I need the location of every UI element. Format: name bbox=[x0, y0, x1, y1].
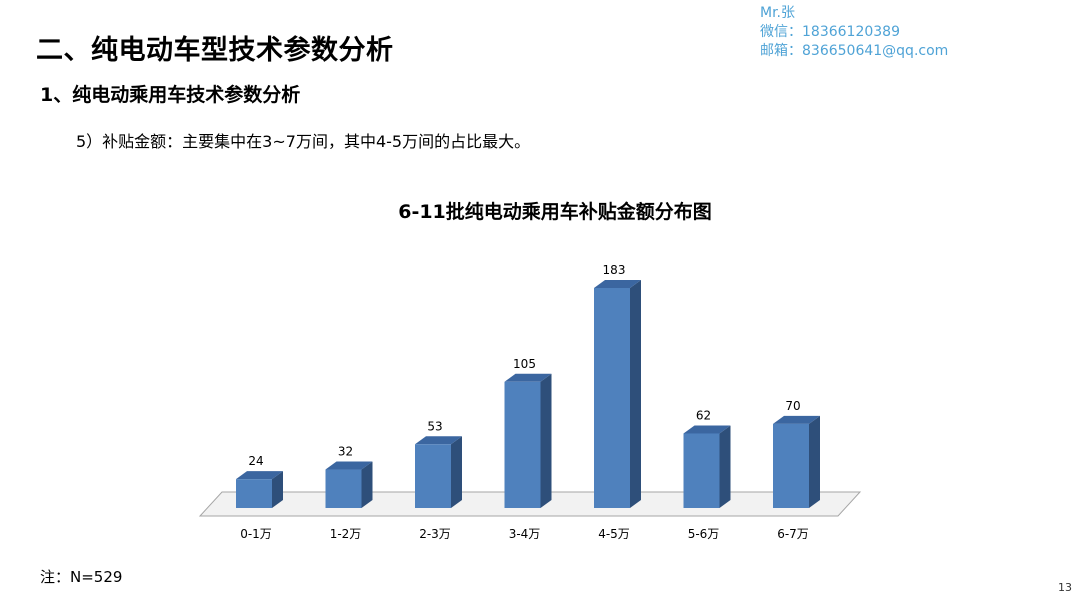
bar-front bbox=[504, 381, 541, 508]
x-tick-label: 1-2万 bbox=[330, 527, 362, 541]
data-label: 105 bbox=[513, 357, 536, 371]
contact-wechat: 微信：18366120389 bbox=[760, 24, 900, 40]
page-number: 13 bbox=[1058, 581, 1072, 594]
bar-front bbox=[773, 423, 809, 508]
bar-top bbox=[236, 471, 283, 480]
bar-side bbox=[719, 425, 731, 508]
data-label: 24 bbox=[248, 454, 263, 468]
bar bbox=[594, 280, 641, 508]
bar-side bbox=[272, 471, 283, 508]
data-label: 70 bbox=[785, 399, 800, 413]
contact-info: Mr.张 微信：18366120389 邮箱：836650641@qq.com bbox=[760, 4, 948, 61]
x-tick-label: 0-1万 bbox=[240, 527, 272, 541]
sample-size-note: 注：N=529 bbox=[40, 568, 123, 586]
contact-name: Mr.张 bbox=[760, 5, 795, 21]
bar-front bbox=[236, 479, 272, 508]
bar bbox=[504, 373, 552, 508]
bar-front bbox=[683, 433, 720, 508]
bar bbox=[773, 415, 820, 508]
bar-top bbox=[504, 373, 552, 382]
page-title: 二、纯电动车型技术参数分析 bbox=[36, 35, 394, 66]
x-tick-label: 3-4万 bbox=[509, 527, 541, 541]
bar-side bbox=[809, 415, 820, 508]
bar-top bbox=[773, 415, 820, 424]
bar-top bbox=[325, 461, 373, 470]
data-label: 62 bbox=[696, 408, 711, 422]
bar-front bbox=[415, 444, 451, 508]
data-label: 183 bbox=[603, 263, 626, 277]
bar-side bbox=[630, 280, 641, 508]
summary-text: 5）补贴金额：主要集中在3~7万间，其中4-5万间的占比最大。 bbox=[76, 132, 531, 151]
bar-top bbox=[594, 280, 641, 288]
bar-side bbox=[361, 461, 373, 508]
bar bbox=[325, 461, 373, 508]
x-tick-label: 4-5万 bbox=[598, 527, 630, 541]
x-tick-label: 6-7万 bbox=[777, 527, 809, 541]
bar-side bbox=[451, 436, 462, 508]
data-label: 53 bbox=[427, 419, 442, 433]
bar bbox=[236, 471, 283, 508]
bar bbox=[683, 425, 731, 508]
bar-front bbox=[594, 288, 630, 508]
chart-title: 6-11批纯电动乘用车补贴金额分布图 bbox=[398, 201, 712, 223]
bar-chart: 24 0-1万 32 1-2万 53 2-3万 105 3-4万 183 4-5万 62 5-6万 70… bbox=[198, 263, 862, 541]
data-label: 32 bbox=[338, 445, 353, 459]
contact-email: 邮箱：836650641@qq.com bbox=[760, 43, 949, 59]
bar-top bbox=[683, 425, 731, 434]
section-heading: 1、纯电动乘用车技术参数分析 bbox=[40, 84, 301, 106]
x-tick-label: 2-3万 bbox=[419, 527, 451, 541]
bar-front bbox=[325, 469, 362, 508]
bar-side bbox=[540, 373, 552, 508]
bar bbox=[415, 436, 462, 508]
bar-top bbox=[415, 436, 462, 445]
x-tick-label: 5-6万 bbox=[688, 527, 720, 541]
